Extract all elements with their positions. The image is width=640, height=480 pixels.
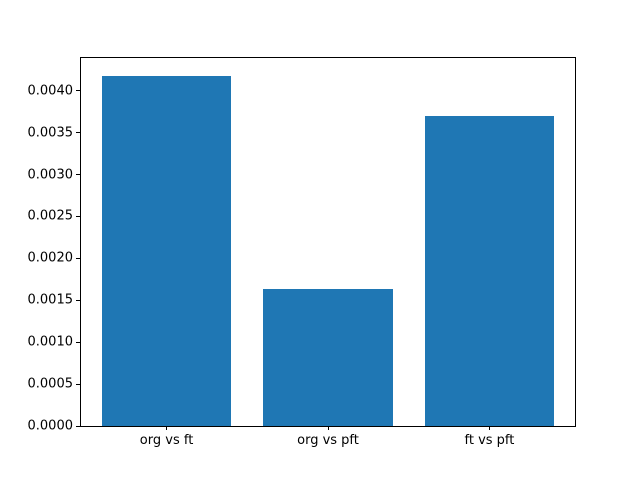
y-tick-label: 0.0040	[27, 83, 74, 99]
plot-area: 0.0000 0.0005 0.0010 0.0015 0.0020 0.0025 0.00…	[28, 57, 576, 447]
y-tick-label: 0.0030	[27, 167, 74, 183]
y-tick-mark	[76, 383, 80, 385]
y-tick-mark	[76, 215, 80, 217]
y-tick-label: 0.0025	[27, 208, 74, 224]
y-tick-mark	[76, 257, 80, 259]
bar-org-vs-pft	[263, 288, 393, 426]
bar-ft-vs-pft	[424, 115, 554, 426]
y-tick-label: 0.0000	[27, 418, 74, 434]
bar-org-vs-ft	[101, 75, 232, 426]
y-tick-label: 0.0015	[27, 292, 74, 308]
y-tick-label: 0.0005	[27, 376, 74, 392]
y-tick-mark	[76, 341, 80, 343]
y-tick-mark	[76, 90, 80, 92]
x-tick-mark	[488, 426, 490, 430]
x-tick-mark	[166, 426, 168, 430]
y-tick-mark	[76, 425, 80, 427]
x-tick-label-org-vs-ft: org vs ft	[139, 433, 194, 448]
x-tick-label-org-vs-pft: org vs pft	[297, 433, 359, 448]
y-tick-mark	[76, 299, 80, 301]
x-tick-label-ft-vs-pft: ft vs pft	[464, 433, 515, 448]
y-tick-label: 0.0020	[27, 250, 74, 266]
y-tick-label: 0.0035	[27, 125, 74, 141]
y-tick-mark	[76, 132, 80, 134]
y-tick-label: 0.0010	[27, 334, 74, 350]
x-tick-mark	[327, 426, 329, 430]
y-tick-mark	[76, 174, 80, 176]
